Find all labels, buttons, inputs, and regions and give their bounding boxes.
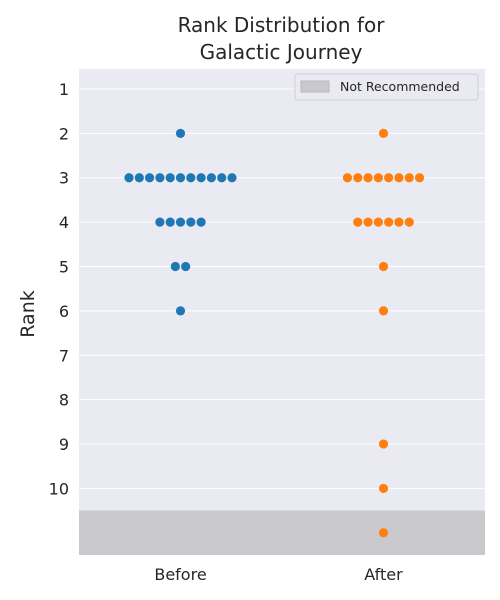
y-axis-label: Rank bbox=[17, 290, 39, 337]
point-before-rank-3 bbox=[206, 173, 216, 183]
point-after-rank-2 bbox=[378, 128, 389, 138]
x-tick-labels: Before After bbox=[154, 565, 403, 584]
point-after-rank-3 bbox=[404, 173, 414, 183]
point-before-rank-3 bbox=[196, 173, 206, 183]
point-before-rank-3 bbox=[227, 173, 237, 183]
point-before-rank-4 bbox=[175, 217, 186, 227]
point-before-rank-3 bbox=[134, 173, 144, 183]
y-tick-7: 7 bbox=[59, 346, 69, 365]
point-after-rank-4 bbox=[353, 217, 363, 227]
legend-label: Not Recommended bbox=[340, 79, 460, 94]
point-after-rank-3 bbox=[363, 173, 373, 183]
point-after-rank-11 bbox=[378, 528, 389, 538]
y-tick-9: 9 bbox=[59, 435, 69, 454]
point-after-rank-4 bbox=[384, 217, 394, 227]
point-before-rank-3 bbox=[145, 173, 155, 183]
y-tick-8: 8 bbox=[59, 391, 69, 410]
y-tick-10: 10 bbox=[49, 479, 69, 498]
point-before-rank-3 bbox=[155, 173, 165, 183]
point-before-rank-3 bbox=[217, 173, 227, 183]
point-after-rank-4 bbox=[373, 217, 383, 227]
y-tick-6: 6 bbox=[59, 302, 69, 321]
point-after-rank-3 bbox=[373, 173, 383, 183]
point-after-rank-6 bbox=[378, 306, 389, 316]
point-before-rank-4 bbox=[165, 217, 175, 227]
y-tick-4: 4 bbox=[59, 213, 69, 232]
point-before-rank-6 bbox=[175, 306, 186, 316]
point-after-rank-3 bbox=[394, 173, 404, 183]
y-tick-3: 3 bbox=[59, 169, 69, 188]
x-tick-before: Before bbox=[154, 565, 206, 584]
legend-box bbox=[294, 73, 479, 101]
point-before-rank-4 bbox=[155, 217, 165, 227]
plot-area bbox=[79, 69, 485, 555]
point-after-rank-3 bbox=[414, 173, 425, 183]
point-before-rank-3 bbox=[175, 173, 186, 183]
point-before-rank-5 bbox=[181, 261, 191, 272]
y-tick-1: 1 bbox=[59, 80, 69, 99]
point-before-rank-4 bbox=[196, 217, 206, 227]
point-before-rank-3 bbox=[124, 173, 134, 183]
not-recommended-region bbox=[79, 510, 485, 555]
point-before-rank-5 bbox=[170, 261, 180, 272]
point-after-rank-10 bbox=[378, 483, 389, 494]
x-tick-after: After bbox=[364, 565, 403, 584]
chart-title-line-1: Rank Distribution for bbox=[178, 13, 386, 37]
point-after-rank-9 bbox=[378, 439, 389, 449]
point-after-rank-4 bbox=[404, 217, 414, 227]
point-after-rank-3 bbox=[342, 173, 353, 183]
point-before-rank-3 bbox=[165, 173, 175, 183]
y-tick-2: 2 bbox=[59, 124, 69, 143]
y-tick-labels: 1 2 3 4 5 6 7 8 9 10 bbox=[49, 80, 69, 498]
point-before-rank-3 bbox=[186, 173, 196, 183]
chart-title-line-2: Galactic Journey bbox=[200, 40, 363, 64]
point-after-rank-3 bbox=[384, 173, 394, 183]
legend: Not Recommended bbox=[294, 73, 479, 101]
y-tick-5: 5 bbox=[59, 258, 69, 277]
data-points bbox=[124, 128, 425, 538]
point-before-rank-2 bbox=[175, 128, 186, 138]
point-after-rank-5 bbox=[378, 261, 389, 272]
legend-swatch bbox=[300, 80, 330, 93]
point-after-rank-4 bbox=[363, 217, 373, 227]
point-before-rank-4 bbox=[186, 217, 196, 227]
point-after-rank-3 bbox=[353, 173, 363, 183]
point-after-rank-4 bbox=[394, 217, 404, 227]
